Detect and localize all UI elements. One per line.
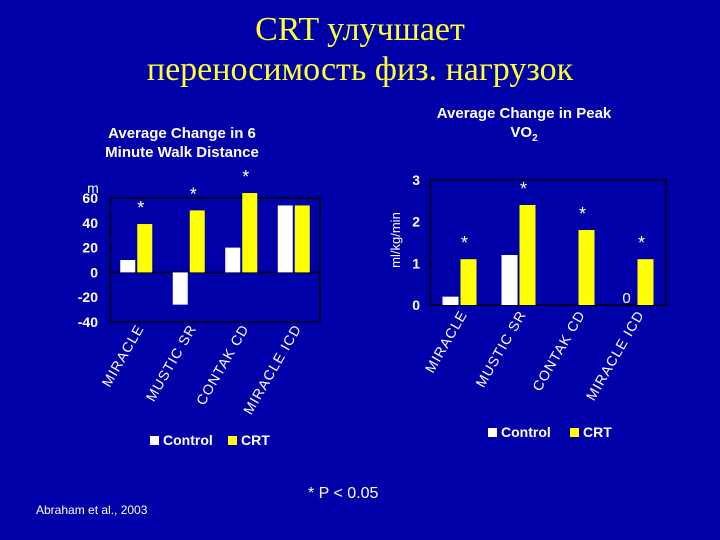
legend-label-control: Control	[163, 432, 213, 448]
chart-1-bar-crt	[294, 205, 310, 273]
chart-2-value-label: 0	[622, 290, 630, 307]
chart-1-category-label: MUSTIC SR	[142, 322, 199, 404]
chart-2-significance-marker: *	[461, 233, 468, 253]
chart-1-bar-control	[225, 247, 241, 273]
legend-label-crt: CRT	[241, 432, 270, 448]
chart-2-significance-marker: *	[520, 179, 527, 199]
chart-2-bar-crt	[578, 230, 595, 305]
chart-2-bar-control	[442, 296, 459, 305]
chart-1-y-tick: 40	[82, 215, 98, 231]
significance-footnote: * P < 0.05	[308, 485, 379, 502]
chart-1-significance-marker: *	[242, 167, 249, 187]
chart-2-category-label: CONTAK CD	[529, 308, 588, 394]
slide-title-line-1: CRT улучшает	[255, 11, 465, 48]
legend-swatch-control	[488, 428, 497, 437]
chart-1-significance-marker: *	[190, 184, 197, 204]
chart-2-title-line-1: Average Change in Peak	[437, 105, 612, 122]
chart-1-bar-crt	[137, 224, 153, 273]
chart-2-title-line-2: VO2	[510, 124, 538, 144]
chart-2-y-tick: 3	[412, 172, 420, 188]
chart-1-bar-crt	[189, 210, 205, 273]
chart-1-significance-marker: *	[137, 198, 144, 218]
legend-swatch-crt	[228, 436, 237, 445]
chart-2-category-label: MIRACLE	[422, 308, 470, 376]
citation: Abraham et al., 2003	[36, 503, 148, 517]
slide-title-line-2: переносимость физ. нагрузок	[146, 51, 574, 88]
chart-1-y-tick: 0	[90, 264, 98, 280]
chart-1-y-axis-label: m	[87, 180, 99, 196]
chart-2-category-label: MUSTIC SR	[472, 308, 529, 390]
chart-2-bar-crt	[637, 259, 654, 305]
chart-2-y-tick: 2	[412, 214, 420, 230]
chart-2-bar-control	[501, 255, 518, 305]
chart-2-significance-marker: *	[638, 233, 645, 253]
legend-label-crt: CRT	[583, 424, 612, 440]
chart-2-bar-crt	[519, 205, 536, 305]
chart-1-category-label: CONTAK CD	[193, 322, 252, 408]
chart-1-category-label: MIRACLE	[98, 322, 146, 390]
chart-2-category-label: MIRACLE ICD	[583, 308, 647, 404]
chart-1-bar-crt	[242, 193, 258, 273]
chart-1-bar-control	[120, 260, 136, 273]
chart-1-title-line-1: Average Change in 6	[108, 125, 256, 142]
chart-1-y-tick: -40	[78, 314, 98, 330]
legend-swatch-crt	[570, 428, 579, 437]
chart-2-bar-crt	[460, 259, 477, 305]
chart-2-y-axis-label: ml/kg/min	[388, 212, 403, 268]
chart-2-significance-marker: *	[579, 204, 586, 224]
chart-1-bar-control	[172, 272, 188, 305]
legend-label-control: Control	[501, 424, 551, 440]
chart-1-title-line-2: Minute Walk Distance	[105, 144, 259, 161]
chart-1-y-tick: 20	[82, 240, 98, 256]
legend-swatch-control	[150, 436, 159, 445]
chart-2-y-tick: 1	[412, 255, 420, 271]
chart-1-category-label: MIRACLE ICD	[240, 322, 304, 418]
chart-1-y-tick: -20	[78, 289, 98, 305]
chart-2-y-tick: 0	[412, 297, 420, 313]
chart-1-y-tick: 60	[82, 190, 98, 206]
chart-1-bar-control	[277, 205, 293, 273]
